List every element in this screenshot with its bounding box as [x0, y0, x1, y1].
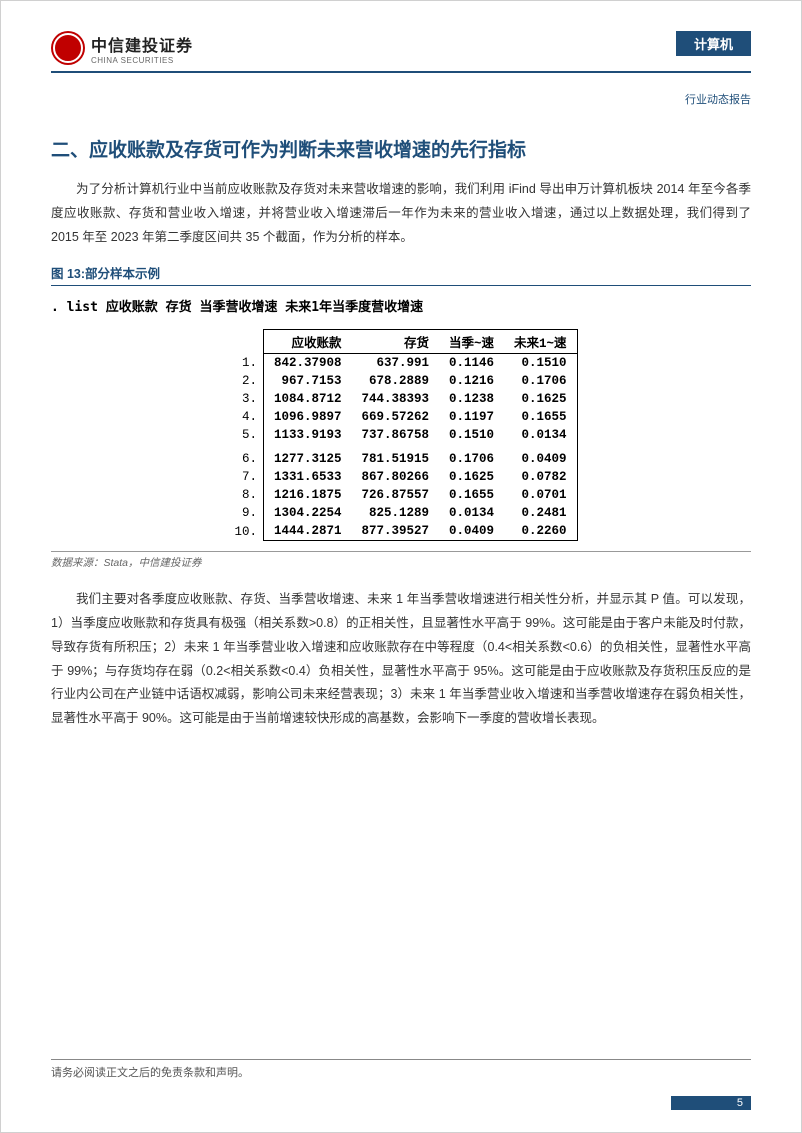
table-cell: 1277.3125: [263, 450, 351, 468]
table-cell: 726.87557: [351, 486, 439, 504]
table-cell: 0.0782: [504, 468, 577, 486]
table-cell: 0.1238: [439, 390, 504, 408]
table-cell: 0.0409: [504, 450, 577, 468]
logo-icon: [51, 31, 85, 65]
table-cell: 825.1289: [351, 504, 439, 522]
figure-caption: 图 13:部分样本示例: [51, 263, 751, 286]
table-cell: 0.1146: [439, 354, 504, 373]
table-row: 3.1084.8712744.383930.12380.1625: [224, 390, 577, 408]
table-cell: 0.1625: [439, 468, 504, 486]
row-index: 4.: [224, 408, 263, 426]
table-cell: 1133.9193: [263, 426, 351, 444]
table-cell: 0.1510: [439, 426, 504, 444]
table-cell: 0.1655: [439, 486, 504, 504]
table-cell: 0.1655: [504, 408, 577, 426]
table-cell: 0.1625: [504, 390, 577, 408]
disclaimer-text: 请务必阅读正文之后的免责条款和声明。: [51, 1064, 249, 1080]
table-cell: 0.1706: [439, 450, 504, 468]
table-cell: 0.1510: [504, 354, 577, 373]
table-cell: 669.57262: [351, 408, 439, 426]
table-row: 8.1216.1875726.875570.16550.0701: [224, 486, 577, 504]
page-number: 5: [671, 1096, 751, 1110]
table-row: 5.1133.9193737.867580.15100.0134: [224, 426, 577, 444]
table-header-cell: 当季~速: [439, 330, 504, 354]
table-cell: 637.991: [351, 354, 439, 373]
table-cell: 678.2889: [351, 372, 439, 390]
table-row: 2.967.7153678.28890.12160.1706: [224, 372, 577, 390]
table-cell: 0.1706: [504, 372, 577, 390]
intro-paragraph: 为了分析计算机行业中当前应收账款及存货对未来营收增速的影响，我们利用 iFind…: [51, 178, 751, 249]
table-row: 9.1304.2254825.12890.01340.2481: [224, 504, 577, 522]
table-cell: 1084.8712: [263, 390, 351, 408]
table-cell: 744.38393: [351, 390, 439, 408]
analysis-paragraph: 我们主要对各季度应收账款、存货、当季营收增速、未来 1 年当季营收增速进行相关性…: [51, 588, 751, 731]
table-cell: 1096.9897: [263, 408, 351, 426]
table-row: 4.1096.9897669.572620.11970.1655: [224, 408, 577, 426]
row-index: 8.: [224, 486, 263, 504]
table-row: 6.1277.3125781.519150.17060.0409: [224, 450, 577, 468]
table-cell: 0.0134: [504, 426, 577, 444]
logo-text-en: CHINA SECURITIES: [91, 56, 193, 65]
row-index: 5.: [224, 426, 263, 444]
table-cell: 867.80266: [351, 468, 439, 486]
table-cell: 0.0409: [439, 522, 504, 541]
table-cell: 967.7153: [263, 372, 351, 390]
row-index: 10.: [224, 522, 263, 541]
table-cell: 1331.6533: [263, 468, 351, 486]
table-cell: 1304.2254: [263, 504, 351, 522]
company-logo-block: 中信建投证券 CHINA SECURITIES: [51, 31, 193, 65]
row-index: 3.: [224, 390, 263, 408]
table-cell: 737.86758: [351, 426, 439, 444]
table-cell: 0.0701: [504, 486, 577, 504]
row-index: 7.: [224, 468, 263, 486]
table-cell: 1216.1875: [263, 486, 351, 504]
logo-text-cn: 中信建投证券: [91, 32, 193, 56]
table-row: 10.1444.2871877.395270.04090.2260: [224, 522, 577, 541]
table-cell: 1444.2871: [263, 522, 351, 541]
table-cell: 0.0134: [439, 504, 504, 522]
table-cell: 0.1197: [439, 408, 504, 426]
data-source-note: 数据来源：Stata，中信建投证券: [51, 551, 751, 570]
row-index: 9.: [224, 504, 263, 522]
table-row: 1.842.37908637.9910.11460.1510: [224, 354, 577, 373]
table-cell: 781.51915: [351, 450, 439, 468]
stata-list-command: . list 应收账款 存货 当季营收增速 未来1年当季度营收增速: [51, 296, 751, 315]
category-tag: 计算机: [676, 31, 751, 56]
row-index: 6.: [224, 450, 263, 468]
table-header-cell: 未来1~速: [504, 330, 577, 354]
page-header: 中信建投证券 CHINA SECURITIES 计算机: [51, 31, 751, 73]
table-cell: 0.2481: [504, 504, 577, 522]
table-row: 7.1331.6533867.802660.16250.0782: [224, 468, 577, 486]
table-cell: 877.39527: [351, 522, 439, 541]
section-title: 二、应收账款及存货可作为判断未来营收增速的先行指标: [51, 135, 751, 162]
table-header-cell: 存货: [351, 330, 439, 354]
report-subtitle: 行业动态报告: [51, 91, 751, 107]
sample-data-table: 应收账款存货当季~速未来1~速1.842.37908637.9910.11460…: [224, 329, 577, 541]
table-cell: 0.2260: [504, 522, 577, 541]
page-footer: 请务必阅读正文之后的免责条款和声明。 5: [51, 1059, 751, 1110]
table-header-cell: 应收账款: [263, 330, 351, 354]
row-index: 2.: [224, 372, 263, 390]
table-cell: 842.37908: [263, 354, 351, 373]
table-cell: 0.1216: [439, 372, 504, 390]
row-index: 1.: [224, 354, 263, 373]
